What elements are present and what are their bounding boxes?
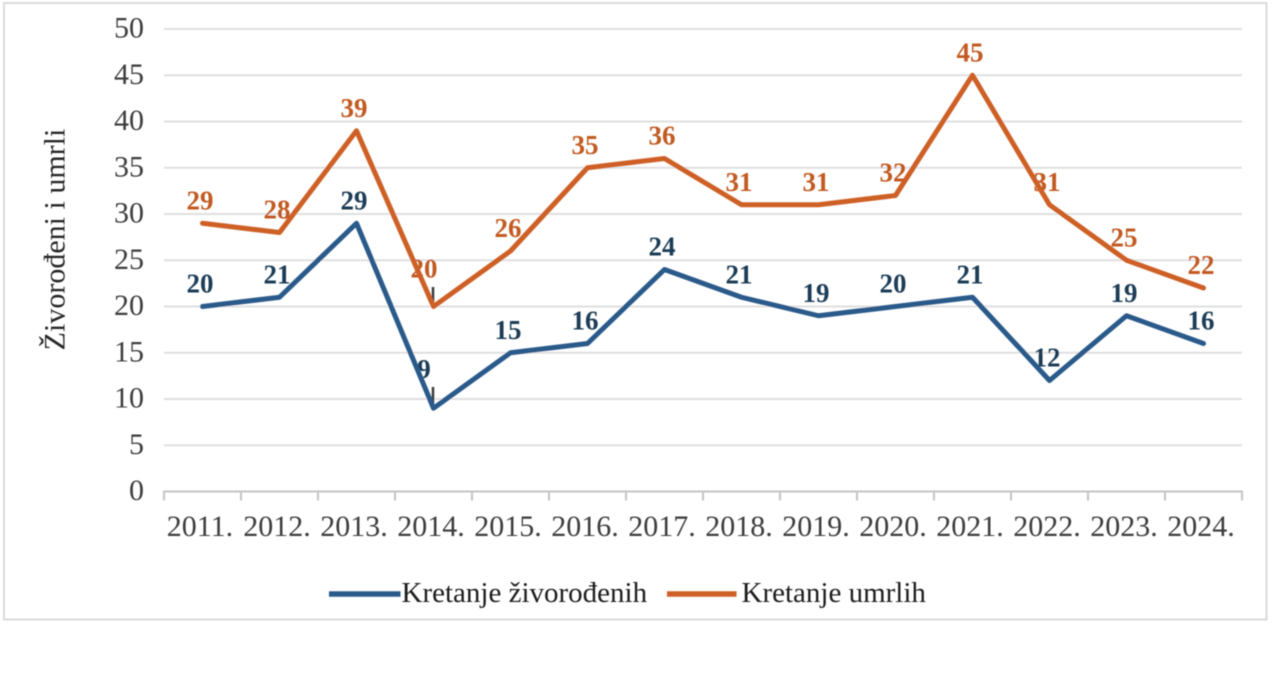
svg-text:2019.: 2019. <box>782 510 850 543</box>
svg-text:10: 10 <box>114 382 144 415</box>
svg-text:24: 24 <box>649 232 676 262</box>
svg-text:21: 21 <box>264 259 291 289</box>
svg-text:19: 19 <box>803 278 830 308</box>
svg-text:20: 20 <box>187 269 214 299</box>
svg-text:19: 19 <box>1111 278 1138 308</box>
svg-text:2015.: 2015. <box>474 510 542 543</box>
svg-text:25: 25 <box>1111 222 1138 252</box>
svg-text:40: 40 <box>114 104 144 137</box>
svg-text:36: 36 <box>649 121 676 151</box>
svg-text:16: 16 <box>572 306 599 336</box>
svg-text:21: 21 <box>726 259 753 289</box>
svg-text:30: 30 <box>114 197 144 230</box>
svg-text:20: 20 <box>880 269 907 299</box>
svg-text:2024.: 2024. <box>1167 510 1235 543</box>
svg-text:2020.: 2020. <box>859 510 927 543</box>
svg-text:35: 35 <box>114 150 144 183</box>
svg-text:5: 5 <box>129 428 144 461</box>
svg-text:45: 45 <box>114 58 144 91</box>
svg-text:Živorođeni i umrli: Živorođeni i umrli <box>39 129 72 351</box>
svg-text:21: 21 <box>957 259 984 289</box>
svg-text:28: 28 <box>264 195 291 225</box>
svg-text:2016.: 2016. <box>551 510 619 543</box>
svg-text:2011.: 2011. <box>167 510 233 543</box>
svg-text:2012.: 2012. <box>243 510 311 543</box>
svg-text:15: 15 <box>495 315 522 345</box>
svg-text:Kretanje umrlih: Kretanje umrlih <box>742 577 927 609</box>
svg-text:2023.: 2023. <box>1090 510 1158 543</box>
svg-text:2017.: 2017. <box>628 510 696 543</box>
svg-text:2018.: 2018. <box>705 510 773 543</box>
svg-text:16: 16 <box>1188 306 1215 336</box>
svg-text:2014.: 2014. <box>397 510 465 543</box>
svg-text:Kretanje živorođenih: Kretanje živorođenih <box>402 577 648 609</box>
svg-text:35: 35 <box>572 130 599 160</box>
svg-text:39: 39 <box>341 93 368 123</box>
svg-text:29: 29 <box>341 185 368 215</box>
svg-text:2022.: 2022. <box>1013 510 1081 543</box>
svg-text:0: 0 <box>129 474 144 507</box>
svg-text:31: 31 <box>726 167 753 197</box>
svg-text:25: 25 <box>114 243 144 276</box>
svg-text:2021.: 2021. <box>936 510 1004 543</box>
svg-text:45: 45 <box>957 37 984 67</box>
svg-text:31: 31 <box>803 167 830 197</box>
svg-text:50: 50 <box>114 12 144 45</box>
svg-text:15: 15 <box>114 335 144 368</box>
svg-text:2013.: 2013. <box>320 510 388 543</box>
svg-text:22: 22 <box>1188 250 1215 280</box>
svg-text:29: 29 <box>187 185 214 215</box>
svg-text:20: 20 <box>114 289 144 322</box>
svg-text:26: 26 <box>495 213 522 243</box>
